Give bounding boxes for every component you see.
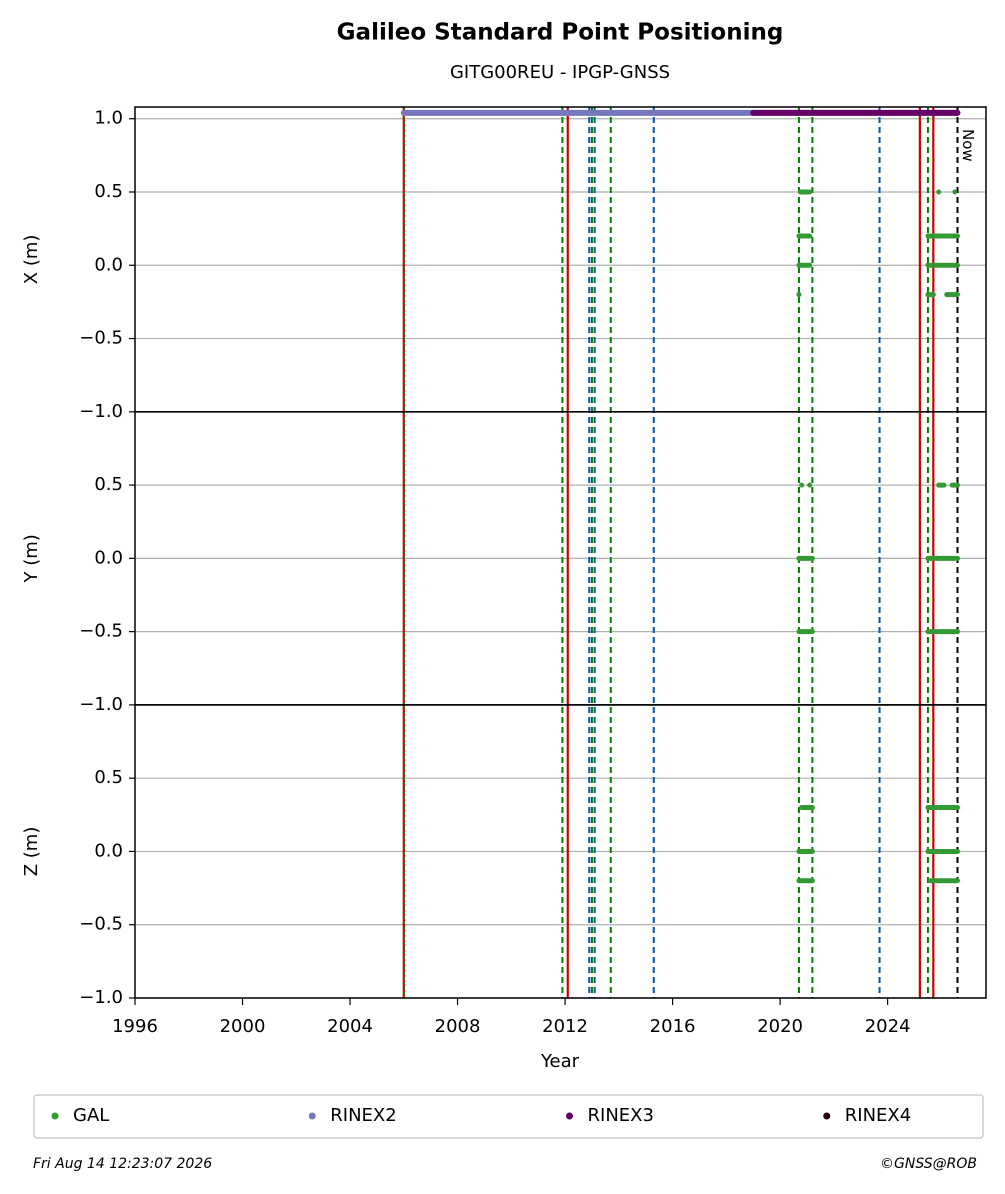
panel-frame — [134, 704, 987, 999]
x-tick-label: 1996 — [112, 1016, 158, 1037]
x-tick-label: 2008 — [435, 1016, 481, 1037]
legend-label: RINEX3 — [588, 1105, 654, 1126]
panel-frame — [134, 106, 987, 413]
legend-label: RINEX4 — [845, 1105, 911, 1126]
x-tick-label: 2016 — [650, 1016, 696, 1037]
x-axis-label: Year — [540, 1051, 580, 1072]
x-tick-label: 2012 — [542, 1016, 588, 1037]
legend-box — [33, 1094, 984, 1139]
y-tick-label: −1.0 — [79, 694, 123, 715]
legend-marker — [566, 1112, 573, 1120]
legend-marker — [823, 1112, 831, 1120]
event-label: Now — [959, 129, 977, 162]
y-tick-label: 0.0 — [94, 840, 123, 861]
legend-label: RINEX2 — [330, 1105, 396, 1126]
x-tick-label: 2020 — [757, 1016, 803, 1037]
y-tick-label: 0.0 — [94, 547, 123, 568]
footer-date: Fri Aug 14 12:23:07 2026 — [33, 1156, 212, 1172]
chart-title: Galileo Standard Point Positioning — [337, 20, 784, 46]
y-tick-label: 1.0 — [94, 108, 123, 129]
y-tick-label: −1.0 — [79, 987, 123, 1008]
y-tick-label: 0.5 — [94, 181, 123, 202]
y-axis-label: Y (m) — [21, 534, 42, 583]
y-tick-label: −0.5 — [79, 914, 123, 935]
y-tick-label: −0.5 — [79, 328, 123, 349]
chart-subtitle: GITG00REU - IPGP-GNSS — [450, 62, 670, 83]
legend-marker — [51, 1112, 59, 1120]
x-tick-label: 2000 — [220, 1016, 266, 1037]
y-tick-label: 0.0 — [94, 254, 123, 275]
x-tick-label: 2024 — [865, 1016, 911, 1037]
y-axis-label: X (m) — [21, 235, 42, 285]
legend-label: GAL — [73, 1105, 109, 1126]
y-tick-label: 0.5 — [94, 767, 123, 788]
x-tick-label: 2004 — [327, 1016, 373, 1037]
y-tick-label: 0.5 — [94, 474, 123, 495]
y-axis-label: Z (m) — [21, 827, 42, 877]
footer-copyright: ©GNSS@ROB — [880, 1156, 977, 1172]
y-tick-label: −1.0 — [79, 401, 123, 422]
y-tick-label: −0.5 — [79, 621, 123, 642]
legend-marker — [308, 1112, 316, 1120]
